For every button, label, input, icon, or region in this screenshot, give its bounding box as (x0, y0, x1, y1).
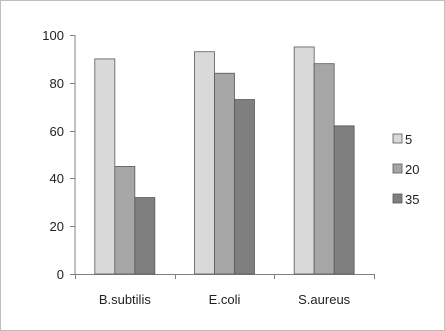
bar-e-coli-series-35 (234, 99, 255, 275)
legend: 5 20 35 (392, 132, 419, 207)
y-tick-label: 0 (57, 267, 64, 282)
bar-e-coli-series-5 (194, 51, 215, 275)
legend-label-35: 35 (405, 192, 419, 207)
y-axis: 0 20 40 60 80 100 (42, 28, 76, 282)
legend-label-20: 20 (405, 162, 419, 177)
bar-s-aureus-series-20 (313, 63, 335, 275)
bar-e-coli-series-20 (214, 72, 235, 275)
legend-swatch-5 (392, 133, 403, 144)
bar-b-subtilis-series-20 (114, 166, 136, 275)
y-tick-label: 80 (50, 76, 64, 91)
x-axis: B.subtilis E.coli S.aureus (75, 274, 375, 307)
y-tick-label: 40 (50, 171, 64, 186)
legend-swatch-35 (392, 193, 403, 204)
x-tick-label: B.subtilis (99, 292, 152, 307)
y-tick-label: 20 (50, 219, 64, 234)
legend-label-5: 5 (405, 132, 412, 147)
bar-b-subtilis-series-35 (134, 197, 156, 275)
x-tick-label: E.coli (209, 292, 241, 307)
bar-b-subtilis-series-5 (94, 58, 116, 275)
y-tick-label: 60 (50, 124, 64, 139)
bar-s-aureus-series-5 (293, 46, 315, 275)
bars (94, 46, 355, 275)
x-tick-label: S.aureus (298, 292, 351, 307)
legend-swatch-20 (392, 163, 403, 174)
y-tick-label: 100 (42, 28, 64, 43)
bar-s-aureus-series-35 (333, 125, 355, 275)
